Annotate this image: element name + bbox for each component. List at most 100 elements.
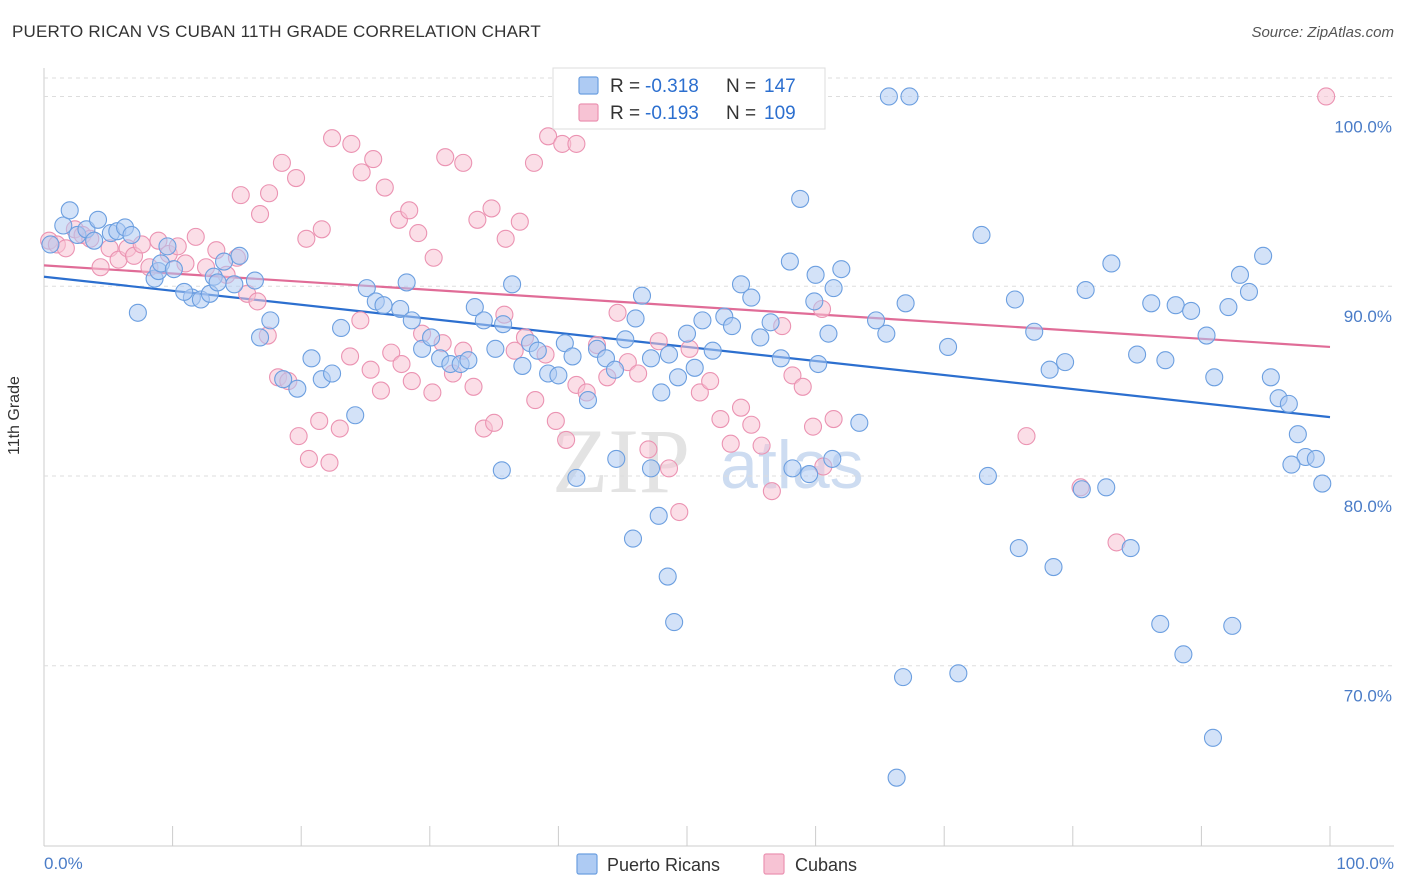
puerto-ricans-point-101 <box>939 337 958 356</box>
puerto-ricans-point-132 <box>1121 539 1140 558</box>
puerto-ricans-point-117 <box>1230 265 1250 284</box>
cubans-point-35 <box>371 381 390 400</box>
cubans-point-6 <box>91 258 110 277</box>
cubans-point-32 <box>341 347 360 366</box>
cubans-point-61 <box>639 440 658 459</box>
puerto-ricans-point-39 <box>391 299 410 319</box>
legend-n-value-blue: 147 <box>764 76 796 97</box>
puerto-ricans-point-43 <box>422 328 441 347</box>
cubans-point-109 <box>1317 87 1336 106</box>
puerto-ricans-point-85 <box>809 354 828 374</box>
puerto-ricans-point-84 <box>800 465 819 484</box>
puerto-ricans-point-6 <box>88 210 108 229</box>
cubans-point-90 <box>364 150 383 169</box>
puerto-ricans-point-93 <box>649 506 668 525</box>
chart-source: Source: ZipAtlas.com <box>1251 24 1394 41</box>
puerto-ricans-point-73 <box>693 311 712 330</box>
puerto-ricans-point-148 <box>900 87 919 106</box>
puerto-ricans-point-95 <box>665 613 684 632</box>
puerto-ricans-point-65 <box>626 309 645 328</box>
gridlines <box>44 77 1394 667</box>
cubans-point-96 <box>436 148 455 167</box>
cubans-point-23 <box>248 292 267 311</box>
puerto-ricans-point-72 <box>685 358 704 377</box>
cubans-point-84 <box>287 169 306 188</box>
cubans-point-30 <box>320 453 339 472</box>
cubans-point-72 <box>752 436 771 455</box>
puerto-ricans-point-1 <box>54 216 73 235</box>
puerto-ricans-point-63 <box>605 360 625 379</box>
cubans-point-102 <box>524 153 544 172</box>
puerto-ricans-point-58 <box>555 334 574 353</box>
puerto-ricans-point-47 <box>459 351 478 370</box>
puerto-ricans-point-78 <box>742 288 761 307</box>
cubans-point-80 <box>231 186 250 205</box>
puerto-ricans-point-77 <box>731 275 751 294</box>
cubans-point-86 <box>312 220 331 239</box>
puerto-ricans-point-92 <box>641 459 661 478</box>
puerto-ricans-point-52 <box>503 275 522 294</box>
cubans-point-40 <box>423 383 442 402</box>
puerto-ricans-point-79 <box>751 328 770 347</box>
puerto-ricans-point-127 <box>978 466 997 486</box>
puerto-ricans-point-134 <box>1174 645 1193 664</box>
cubans-point-93 <box>400 201 419 220</box>
puerto-ricans-point-86 <box>819 324 838 343</box>
puerto-ricans-point-64 <box>616 330 635 349</box>
puerto-ricans-point-103 <box>1005 290 1024 309</box>
puerto-ricans-point-24 <box>175 282 194 301</box>
cubans-point-89 <box>352 163 371 182</box>
cubans-points <box>40 87 1336 552</box>
cubans-point-95 <box>424 248 443 267</box>
cubans-point-36 <box>382 343 401 362</box>
puerto-ricans-point-82 <box>780 252 799 271</box>
puerto-ricans-point-70 <box>668 368 688 387</box>
puerto-ricans-point-88 <box>492 461 511 480</box>
puerto-ricans-point-143 <box>806 265 825 284</box>
legend-swatch-pink <box>578 103 599 122</box>
cubans-point-28 <box>299 449 318 468</box>
puerto-ricans-point-122 <box>1279 394 1298 413</box>
cubans-point-52 <box>546 411 565 430</box>
puerto-ricans-point-147 <box>879 87 898 106</box>
puerto-ricans-point-90 <box>607 449 626 468</box>
puerto-ricans-point-23 <box>208 273 227 292</box>
cubans-point-44 <box>464 377 483 396</box>
cubans-point-46 <box>485 413 504 432</box>
cubans-point-58 <box>608 303 627 322</box>
puerto-ricans-point-138 <box>887 768 906 787</box>
cubans-point-38 <box>402 372 421 391</box>
legend-label-cubans: Cubans <box>795 855 857 875</box>
puerto-ricans-point-25 <box>128 303 147 322</box>
puerto-ricans-point-140 <box>805 292 824 311</box>
puerto-ricans-point-67 <box>641 349 661 368</box>
legend-n-value-pink: 109 <box>764 103 796 124</box>
puerto-ricans-point-26 <box>245 271 264 290</box>
puerto-ricans-point-74 <box>703 341 722 360</box>
puerto-ricans-point-35 <box>332 318 351 338</box>
puerto-ricans-point-128 <box>1009 539 1028 558</box>
puerto-ricans-point-28 <box>261 311 280 330</box>
puerto-ricans-point-29 <box>274 370 293 389</box>
puerto-ricans-point-111 <box>1156 351 1175 370</box>
legend-n-label-pink: N = <box>726 103 756 124</box>
cubans-point-53 <box>557 430 576 449</box>
cubans-point-73 <box>762 482 781 501</box>
cubans-point-68 <box>711 409 730 429</box>
puerto-ricans-point-118 <box>1239 282 1259 301</box>
puerto-ricans-point-0 <box>41 235 60 254</box>
puerto-ricans-point-137 <box>893 668 913 687</box>
x-ticks <box>43 826 1331 846</box>
puerto-ricans-point-71 <box>677 324 697 343</box>
cubans-point-50 <box>526 391 545 410</box>
puerto-ricans-point-31 <box>302 349 321 368</box>
puerto-ricans-point-48 <box>465 298 484 317</box>
puerto-ricans-point-129 <box>1044 558 1063 577</box>
puerto-ricans-point-102 <box>972 225 991 245</box>
cubans-point-62 <box>649 332 668 351</box>
puerto-ricans-point-119 <box>1254 246 1273 265</box>
chart-title: PUERTO RICAN VS CUBAN 11TH GRADE CORRELA… <box>12 22 541 41</box>
puerto-ricans-point-27 <box>250 328 270 347</box>
puerto-ricans-point-107 <box>1076 280 1095 300</box>
puerto-ricans-point-81 <box>771 349 790 368</box>
